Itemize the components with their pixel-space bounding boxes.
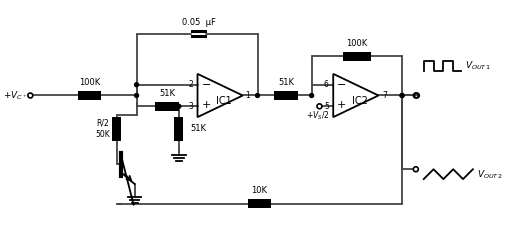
Text: 51K: 51K [278,78,294,87]
Text: +: + [202,100,211,110]
Text: 51K: 51K [159,89,175,98]
Text: R/2
50K: R/2 50K [96,119,110,139]
Text: 100K: 100K [346,39,368,48]
Bar [155,102,179,111]
Bar [248,199,271,208]
Text: IC1: IC1 [216,96,232,106]
Text: 6: 6 [324,80,329,89]
Bar [174,117,183,141]
Text: 3: 3 [188,102,193,111]
Text: +: + [337,100,346,110]
Text: 0.05  μF: 0.05 μF [182,18,215,27]
Circle shape [400,94,404,97]
Text: IC2: IC2 [352,96,367,106]
Bar [274,91,298,100]
Circle shape [310,94,313,97]
Circle shape [400,94,404,97]
Circle shape [256,94,259,97]
Text: −: − [337,80,346,90]
Text: 5: 5 [324,102,329,111]
Bar [112,117,121,141]
Text: 10K: 10K [251,187,267,195]
Circle shape [134,94,139,97]
Text: 7: 7 [382,91,387,100]
Text: $V_{OUT\,1}$: $V_{OUT\,1}$ [465,60,491,72]
Text: 51K: 51K [191,124,207,133]
Circle shape [177,104,181,108]
Text: 100K: 100K [79,78,100,87]
Text: 1: 1 [245,91,250,100]
Text: 2: 2 [188,80,193,89]
Text: $V_{OUT\,2}$: $V_{OUT\,2}$ [477,169,503,182]
Circle shape [134,83,139,87]
Bar [343,52,371,61]
Text: −: − [202,80,211,90]
Text: $+V_{C^+}$: $+V_{C^+}$ [3,89,27,102]
Bar [78,91,101,100]
Text: $+V_S/2$: $+V_S/2$ [306,110,329,123]
